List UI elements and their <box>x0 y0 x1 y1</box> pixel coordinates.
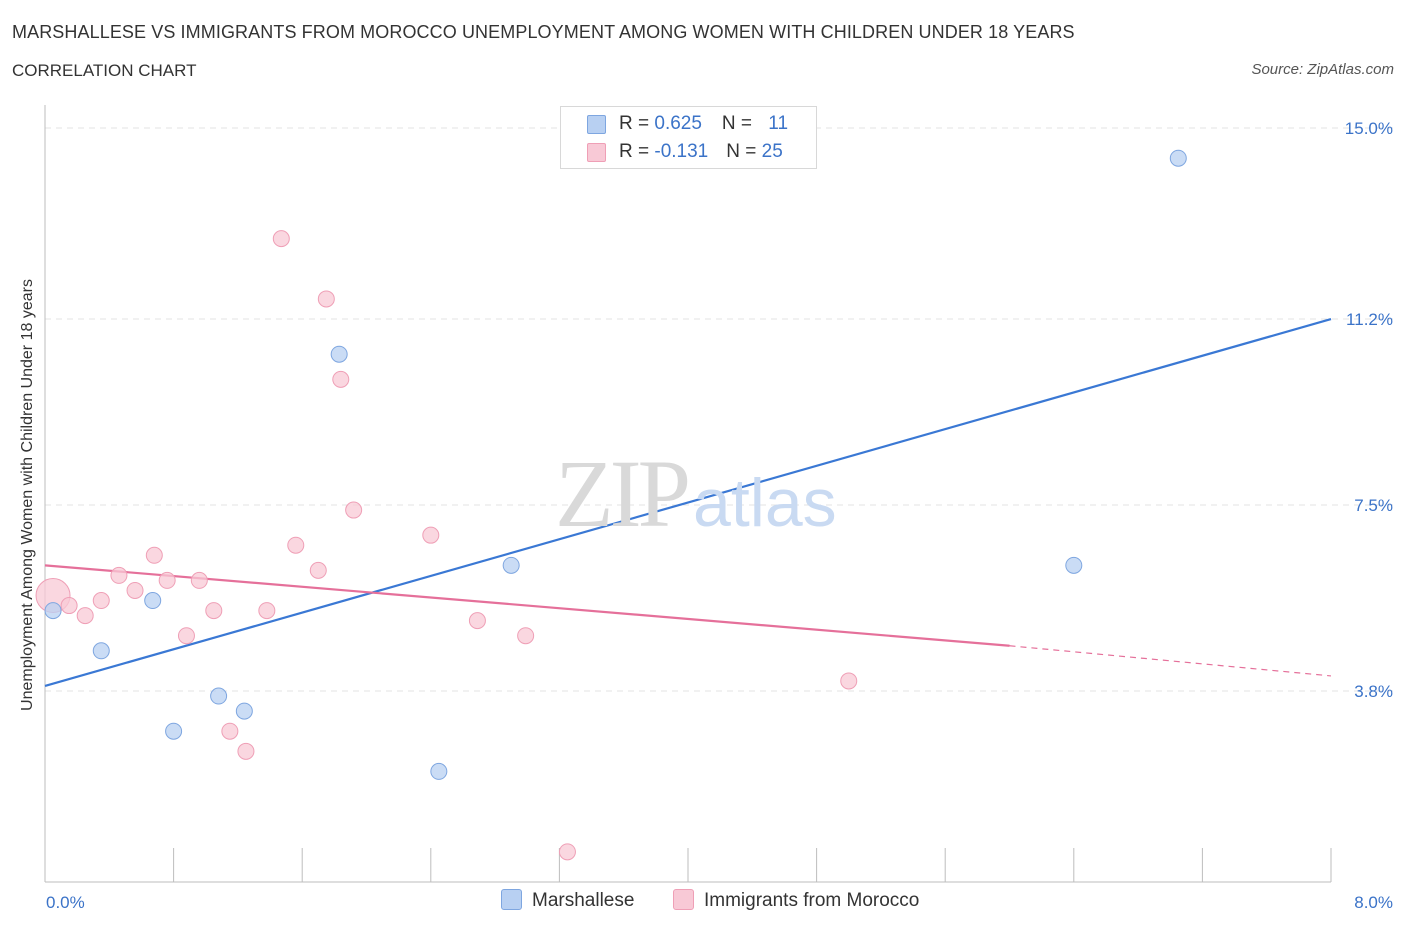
morocco-point <box>145 546 163 564</box>
x-tick-label: 0.0% <box>46 893 85 912</box>
marshallese-point <box>235 702 253 720</box>
y-tick-label: 7.5% <box>1354 496 1393 515</box>
trend-line-marshallese <box>44 317 1332 688</box>
morocco-point <box>468 612 486 630</box>
morocco-point <box>317 290 335 308</box>
watermark-atlas: atlas <box>693 465 837 541</box>
marshallese-point <box>210 687 228 705</box>
morocco-point <box>272 230 290 248</box>
morocco-point <box>126 581 144 599</box>
morocco-point <box>517 627 535 645</box>
r-label: R = <box>619 141 655 162</box>
marshallese-swatch <box>587 115 606 134</box>
morocco-point <box>422 526 440 544</box>
r-value: 0.625 <box>654 113 702 134</box>
chart-subtitle: CORRELATION CHART <box>12 61 197 80</box>
morocco-point <box>287 536 305 554</box>
correlation-legend: R = 0.625 N = 11 R = -0.131 N = 25 <box>560 106 817 169</box>
marshallese-point <box>430 762 448 780</box>
x-tick-label: 8.0% <box>1354 893 1393 912</box>
morocco-point <box>158 571 176 589</box>
morocco-point <box>309 561 327 579</box>
source-label: Source: ZipAtlas.com <box>1251 61 1394 78</box>
morocco-point <box>258 602 276 620</box>
trend-line-morocco-extrapolated <box>1009 645 1332 677</box>
watermark-zip: ZIP <box>555 440 691 547</box>
legend-item-morocco: Immigrants from Morocco <box>673 889 919 912</box>
axes <box>44 105 1332 883</box>
legend-item-marshallese: Marshallese <box>501 889 634 912</box>
marshallese-point <box>92 642 110 660</box>
y-tick-label: 11.2% <box>1346 310 1393 329</box>
r-value: -0.131 <box>654 141 709 162</box>
morocco-point <box>190 571 208 589</box>
marshallese-point <box>330 345 348 363</box>
y-tick-label: 15.0% <box>1345 119 1393 138</box>
r-label: R = <box>619 113 655 134</box>
morocco-point <box>110 566 128 584</box>
legend-text: R = -0.131 N = 25 <box>619 141 783 163</box>
n-value: 25 <box>761 141 783 162</box>
n-label: N = <box>726 141 762 162</box>
morocco-point <box>76 607 94 625</box>
morocco-point <box>92 592 110 610</box>
legend-label: Immigrants from Morocco <box>704 890 920 911</box>
morocco-point <box>332 370 350 388</box>
morocco-swatch <box>673 889 694 910</box>
marshallese-point <box>144 592 162 610</box>
tick-labels: 3.8% 7.5% 11.2% 15.0% 0.0% 8.0% <box>46 119 1393 912</box>
data-points <box>35 149 1187 861</box>
y-axis-label: Unemployment Among Women with Children U… <box>19 279 36 711</box>
morocco-point <box>221 722 239 740</box>
morocco-point <box>60 597 78 615</box>
chart-title: MARSHALLESE VS IMMIGRANTS FROM MOROCCO U… <box>12 22 1075 42</box>
legend-text: R = 0.625 N = 11 <box>619 113 788 135</box>
y-tick-label: 3.8% <box>1354 682 1393 701</box>
n-value: 11 <box>768 113 789 134</box>
morocco-point <box>558 843 576 861</box>
legend-label: Marshallese <box>532 890 635 911</box>
marshallese-point <box>165 722 183 740</box>
morocco-point <box>237 742 255 760</box>
morocco-swatch <box>587 143 606 162</box>
grid-lines <box>45 127 1396 692</box>
marshallese-point <box>1065 556 1083 574</box>
morocco-point <box>205 602 223 620</box>
watermark: ZIPatlas <box>555 438 837 549</box>
marshallese-point <box>1169 149 1187 167</box>
marshallese-point <box>502 556 520 574</box>
n-label: N = <box>721 113 758 134</box>
morocco-point <box>345 501 363 519</box>
marshallese-swatch <box>501 889 522 910</box>
marshallese-point <box>44 602 62 620</box>
morocco-point <box>840 672 858 690</box>
morocco-point <box>177 627 195 645</box>
